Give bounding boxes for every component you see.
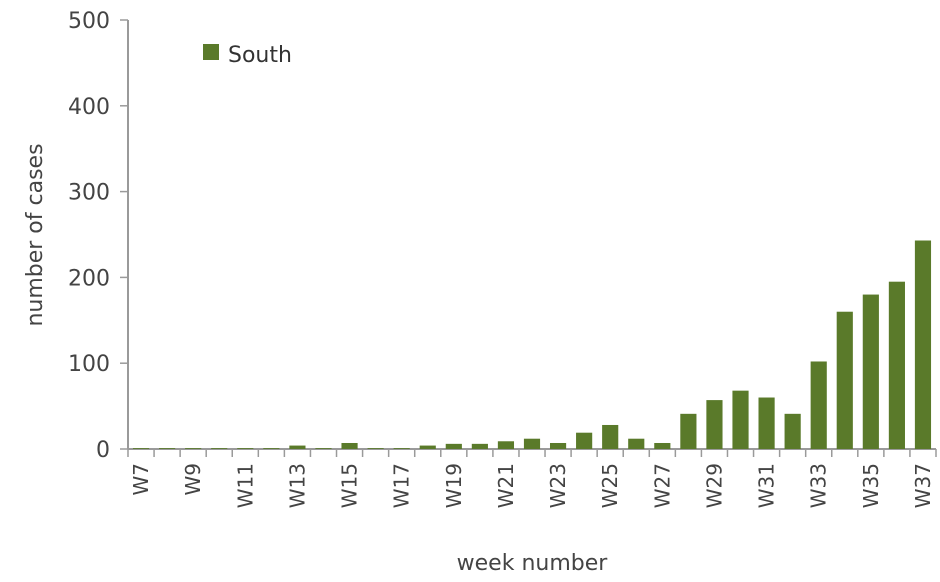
x-tick-label: W15 <box>338 463 362 508</box>
x-tick-label: W35 <box>859 463 883 508</box>
x-tick-label: W17 <box>390 463 414 508</box>
bar-w29 <box>706 400 723 449</box>
bar-w15 <box>341 442 358 449</box>
x-tick-label: W11 <box>233 463 257 508</box>
bar-w28 <box>680 413 697 449</box>
x-tick-label: W23 <box>546 463 570 508</box>
bar-w31 <box>758 397 775 449</box>
bar-w14 <box>315 448 332 449</box>
y-tick-label: 200 <box>68 266 110 291</box>
x-tick-label: W33 <box>807 463 831 508</box>
bar-w26 <box>628 438 645 449</box>
legend-label-south: South <box>228 43 292 68</box>
bar-w19 <box>445 443 462 449</box>
bar-w13 <box>289 445 306 449</box>
bar-w20 <box>471 443 488 449</box>
x-tick-label: W19 <box>442 463 466 508</box>
x-tick-label: W7 <box>129 463 153 496</box>
bar-w21 <box>497 441 515 449</box>
bar-w8 <box>159 448 176 449</box>
bar-w24 <box>576 432 593 449</box>
y-tick-label: 100 <box>68 352 110 377</box>
x-tick-label: W25 <box>598 463 622 508</box>
bar-w16 <box>367 448 384 449</box>
bar-w23 <box>549 442 567 449</box>
x-ticks: W7 W9 W11 W13 W15 W17 W19 W21 W23 W25 W27 W29 W31 W33… <box>127 449 937 508</box>
bar-w33 <box>810 361 827 449</box>
y-tick-label: 400 <box>68 95 110 120</box>
y-ticks: 0 100 200 300 400 500 <box>68 9 128 463</box>
bar-w10 <box>211 448 228 449</box>
x-tick-label: W9 <box>181 463 205 496</box>
bar-w12 <box>263 448 280 449</box>
bars <box>132 240 932 449</box>
bar-w30 <box>732 390 749 449</box>
legend-swatch-south <box>203 44 219 60</box>
y-axis-label: number of cases <box>23 143 48 326</box>
y-tick-label: 500 <box>68 9 110 34</box>
bar-w34 <box>836 311 853 449</box>
bar-w9 <box>185 448 202 449</box>
bar-w27 <box>654 442 671 449</box>
bar-w7 <box>132 448 150 449</box>
x-tick-label: W21 <box>494 463 518 508</box>
bar-w11 <box>237 448 254 449</box>
bar-w35 <box>862 294 879 449</box>
x-tick-label: W37 <box>911 463 935 508</box>
bar-w36 <box>888 281 905 449</box>
bar-w17 <box>393 448 410 449</box>
x-tick-label: W29 <box>702 463 726 508</box>
bar-w32 <box>784 413 801 449</box>
bar-w37 <box>914 240 932 449</box>
y-tick-label: 300 <box>68 181 110 206</box>
x-axis-label: week number <box>457 551 609 576</box>
bar-w22 <box>523 438 541 449</box>
bar-w25 <box>602 424 619 449</box>
x-tick-label: W31 <box>755 463 779 508</box>
bar-w18 <box>419 445 436 449</box>
legend: South <box>203 43 292 68</box>
x-tick-label: W13 <box>285 463 309 508</box>
y-tick-label: 0 <box>96 438 110 463</box>
x-tick-label: W27 <box>650 463 674 508</box>
